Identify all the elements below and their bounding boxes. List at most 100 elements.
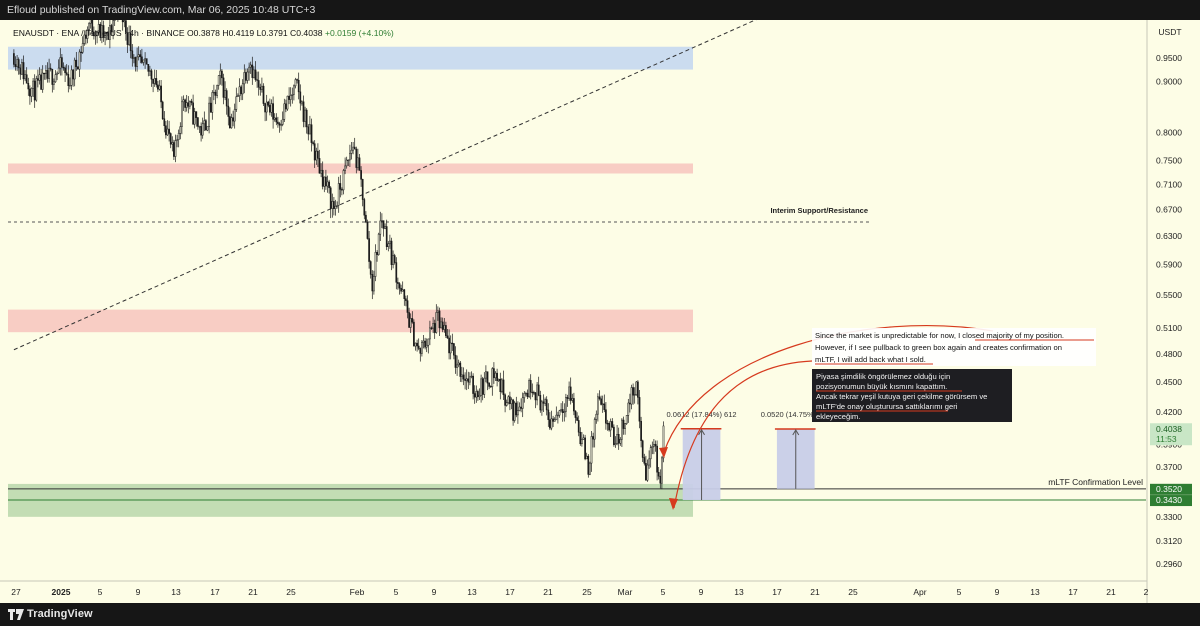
candle-body — [365, 214, 367, 223]
candle-body — [264, 103, 266, 113]
candle-body — [341, 189, 343, 191]
candle-body — [64, 67, 66, 73]
annotation-arrowhead-upper — [659, 447, 668, 458]
y-tick-label: 0.8000 — [1156, 128, 1182, 138]
candle-body — [153, 78, 156, 84]
candle-body — [613, 426, 615, 445]
candle-body — [267, 101, 270, 106]
candle-body — [48, 67, 50, 79]
candle-body — [528, 380, 530, 397]
candle-body — [475, 391, 478, 398]
candle-body — [662, 425, 665, 459]
x-tick-label: 9 — [432, 587, 437, 597]
candle-body — [307, 126, 310, 135]
footer-bar: TradingView — [0, 603, 1200, 626]
x-tick-label: 9 — [699, 587, 704, 597]
candle-body — [45, 70, 47, 74]
annotation-arrow-upper — [663, 325, 994, 453]
candle-body — [526, 392, 529, 397]
candle-body — [296, 79, 298, 81]
candle-body — [301, 101, 303, 104]
candle-body — [353, 146, 356, 150]
candle-body — [104, 31, 106, 38]
y-tick-label: 0.9500 — [1156, 53, 1182, 63]
candle-body — [382, 220, 385, 229]
candle-body — [376, 251, 378, 255]
candle-body — [72, 69, 74, 80]
candle-body — [633, 394, 636, 396]
candle-body — [395, 262, 398, 283]
candle-body — [246, 71, 249, 81]
candle-body — [155, 78, 158, 86]
candle-body — [80, 51, 82, 54]
candle-body — [499, 378, 502, 393]
candle-body — [534, 392, 537, 401]
annotation-arrow-lower — [673, 360, 813, 509]
candle-body — [398, 283, 401, 289]
x-tick-label: 2 — [1144, 587, 1149, 597]
y-tick-label: 0.5500 — [1156, 290, 1182, 300]
candle-body — [273, 117, 276, 120]
candle-body — [97, 24, 100, 33]
candle-body — [659, 475, 662, 484]
candle-body — [510, 399, 513, 405]
candle-body — [641, 440, 644, 458]
candle-body — [310, 124, 313, 143]
candle-body — [21, 62, 23, 75]
candle-body — [240, 86, 242, 95]
candle-body — [88, 22, 90, 30]
candle-body — [30, 87, 33, 97]
candle-body — [432, 323, 434, 329]
candle-body — [157, 84, 159, 90]
candle-body — [502, 379, 505, 396]
candle-body — [179, 126, 182, 134]
candle-body — [619, 439, 622, 444]
candle-body — [213, 91, 215, 94]
candle-body — [603, 403, 606, 410]
candle-body — [352, 146, 354, 151]
candle-body — [227, 105, 230, 117]
price-chart[interactable]: Interim Support/Resistance mLTF Confirmat… — [0, 0, 1200, 603]
candle-body — [270, 103, 273, 113]
candle-body — [189, 100, 191, 107]
candle-body — [22, 62, 25, 80]
candle-body — [304, 109, 306, 122]
candle-body — [278, 123, 281, 126]
candle-body — [329, 187, 332, 209]
candle-body — [616, 434, 618, 444]
chart-frame[interactable]: Interim Support/Resistance mLTF Confirmat… — [0, 0, 1200, 603]
candle-body — [29, 88, 31, 97]
candle-body — [518, 406, 521, 411]
x-tick-label: 5 — [394, 587, 399, 597]
candle-body — [272, 103, 274, 120]
measure-label-0: 0.0612 (17.84%) 612 — [667, 410, 737, 419]
candle-body — [35, 78, 38, 101]
note-turkish-line-2: Ancak tekrar yeşil kutuya geri çekilme g… — [816, 392, 987, 401]
candle-body — [160, 85, 162, 103]
candle-body — [43, 72, 46, 75]
candle-body — [645, 463, 647, 481]
candle-body — [577, 420, 580, 433]
candle-body — [563, 411, 566, 413]
candle-body — [401, 289, 404, 292]
candle-body — [198, 126, 201, 128]
level-badge-upper — [1150, 483, 1192, 495]
candle-body — [305, 109, 308, 128]
candle-body — [400, 287, 402, 292]
candle-body — [285, 103, 287, 110]
candle-body — [53, 81, 55, 85]
candle-body — [403, 289, 406, 299]
candle-body — [131, 50, 134, 59]
legend-part-2: H0.4119 — [220, 28, 254, 38]
legend-part-1: O0.3878 — [185, 28, 221, 38]
candle-body — [144, 58, 146, 61]
candle-body — [134, 57, 137, 67]
candle-body — [379, 220, 382, 235]
candle-body — [265, 101, 268, 113]
candle-body — [233, 109, 236, 122]
candle-body — [390, 240, 393, 265]
candle-body — [128, 32, 130, 45]
current-price-badge — [1150, 423, 1192, 446]
candle-body — [17, 59, 20, 69]
y-tick-label: 0.6700 — [1156, 205, 1182, 215]
